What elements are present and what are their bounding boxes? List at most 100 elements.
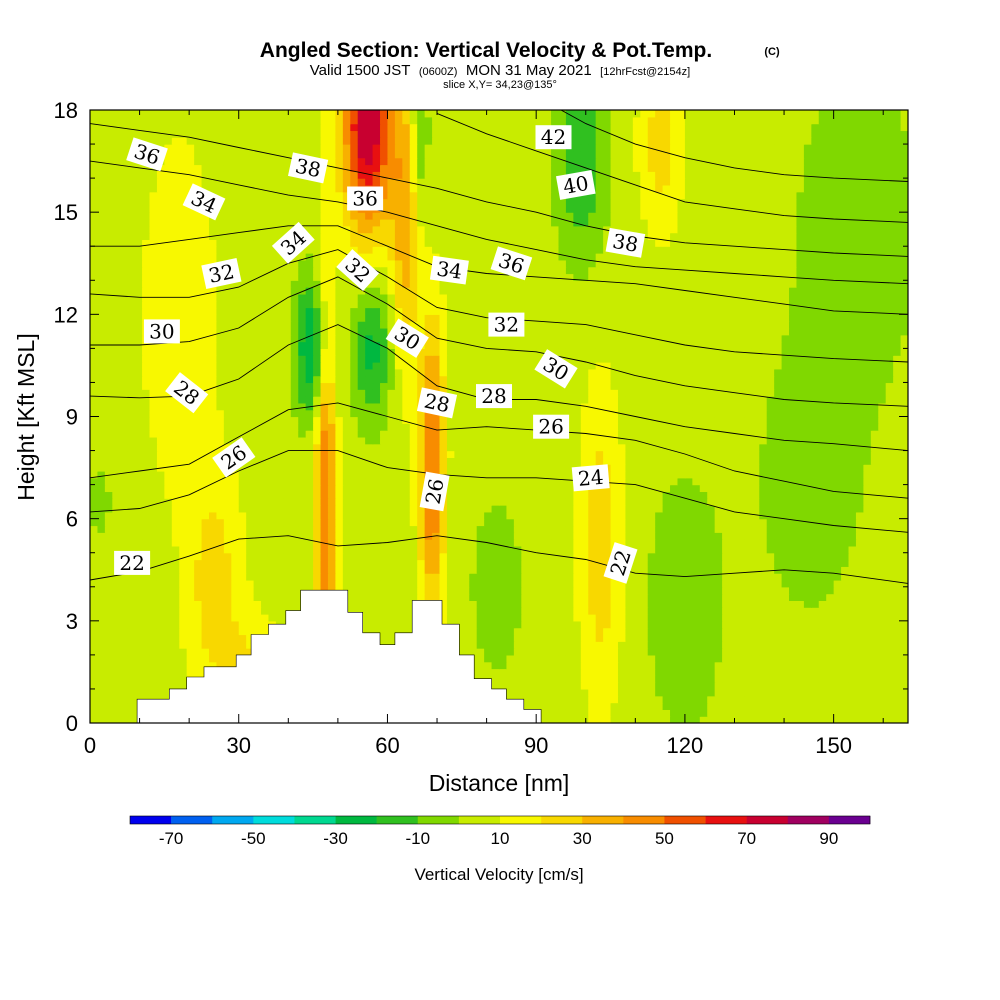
velocity-cell	[223, 477, 232, 486]
velocity-cell	[446, 593, 455, 601]
velocity-cell	[469, 614, 478, 622]
velocity-cell	[640, 484, 649, 493]
velocity-cell	[900, 498, 908, 506]
velocity-cell	[833, 600, 842, 608]
velocity-cell	[729, 566, 738, 574]
velocity-cell	[722, 545, 731, 554]
velocity-cell	[97, 491, 106, 499]
velocity-cell	[580, 559, 589, 567]
velocity-cell	[290, 457, 299, 465]
velocity-cell	[751, 416, 760, 424]
velocity-cell	[394, 525, 403, 533]
velocity-cell	[558, 545, 567, 554]
velocity-cell	[818, 464, 827, 472]
velocity-cell	[104, 457, 113, 465]
velocity-cell	[766, 614, 775, 622]
velocity-cell	[603, 436, 612, 445]
velocity-cell	[186, 464, 195, 472]
velocity-cell	[781, 620, 790, 629]
velocity-cell	[90, 573, 99, 581]
velocity-cell	[186, 566, 195, 574]
subtitle-valid-time: Valid 1500 JST	[310, 62, 411, 79]
velocity-cell	[863, 545, 872, 554]
velocity-cell	[580, 498, 589, 506]
velocity-cell	[90, 579, 99, 588]
velocity-cell	[640, 498, 649, 506]
velocity-cell	[417, 430, 426, 438]
velocity-cell	[261, 491, 270, 499]
velocity-cell	[900, 682, 908, 690]
velocity-cell	[536, 498, 545, 506]
velocity-cell	[179, 457, 188, 465]
velocity-cell	[194, 593, 203, 601]
velocity-cell	[513, 498, 522, 506]
velocity-cell	[112, 614, 121, 622]
velocity-cell	[283, 423, 292, 431]
velocity-cell	[521, 443, 530, 452]
velocity-cell	[722, 586, 731, 595]
velocity-cell	[789, 675, 798, 683]
velocity-cell	[186, 450, 195, 458]
velocity-cell	[305, 457, 314, 465]
velocity-cell	[186, 525, 195, 533]
velocity-cell	[365, 484, 374, 493]
velocity-cell	[90, 457, 99, 465]
velocity-cell	[402, 579, 411, 588]
velocity-cell	[684, 545, 693, 554]
velocity-cell	[632, 614, 641, 622]
velocity-cell	[97, 443, 106, 452]
velocity-cell	[104, 423, 113, 431]
velocity-cell	[789, 464, 798, 472]
velocity-cell	[729, 675, 738, 683]
velocity-cell	[818, 682, 827, 690]
velocity-cell	[112, 607, 121, 615]
velocity-cell	[670, 593, 679, 601]
velocity-cell	[253, 525, 262, 533]
velocity-cell	[714, 716, 723, 723]
velocity-cell	[595, 682, 604, 690]
velocity-cell	[662, 566, 671, 574]
velocity-cell	[714, 470, 723, 479]
velocity-cell	[833, 443, 842, 452]
velocity-cell	[246, 518, 255, 527]
velocity-cell	[543, 545, 552, 554]
velocity-cell	[684, 627, 693, 636]
velocity-cell	[870, 675, 879, 683]
velocity-cell	[149, 539, 158, 547]
velocity-cell	[781, 450, 790, 458]
velocity-cell	[759, 607, 768, 615]
velocity-cell	[647, 702, 656, 710]
velocity-cell	[655, 525, 664, 533]
velocity-cell	[365, 511, 374, 520]
velocity-cell	[380, 566, 389, 574]
velocity-cell	[506, 641, 515, 649]
velocity-cell	[670, 539, 679, 547]
velocity-cell	[826, 539, 835, 547]
velocity-cell	[610, 586, 619, 595]
velocity-cell	[543, 470, 552, 479]
velocity-cell	[491, 416, 500, 424]
velocity-cell	[580, 416, 589, 424]
velocity-cell	[186, 627, 195, 636]
velocity-cell	[558, 573, 567, 581]
velocity-cell	[253, 614, 262, 622]
velocity-cell	[97, 668, 106, 676]
velocity-cell	[484, 593, 493, 601]
velocity-cell	[142, 668, 151, 676]
velocity-cell	[394, 539, 403, 547]
velocity-cell	[744, 430, 753, 438]
velocity-cell	[863, 539, 872, 547]
velocity-cell	[342, 484, 351, 493]
velocity-cell	[617, 436, 627, 445]
velocity-cell	[640, 525, 649, 533]
velocity-cell	[833, 716, 842, 723]
velocity-cell	[647, 450, 656, 458]
velocity-cell	[855, 559, 864, 567]
velocity-cell	[439, 532, 448, 540]
velocity-cell	[506, 491, 515, 499]
velocity-cell	[484, 566, 493, 574]
velocity-cell	[402, 450, 411, 458]
velocity-cell	[186, 518, 195, 527]
velocity-cell	[179, 491, 188, 499]
velocity-cell	[484, 634, 493, 642]
